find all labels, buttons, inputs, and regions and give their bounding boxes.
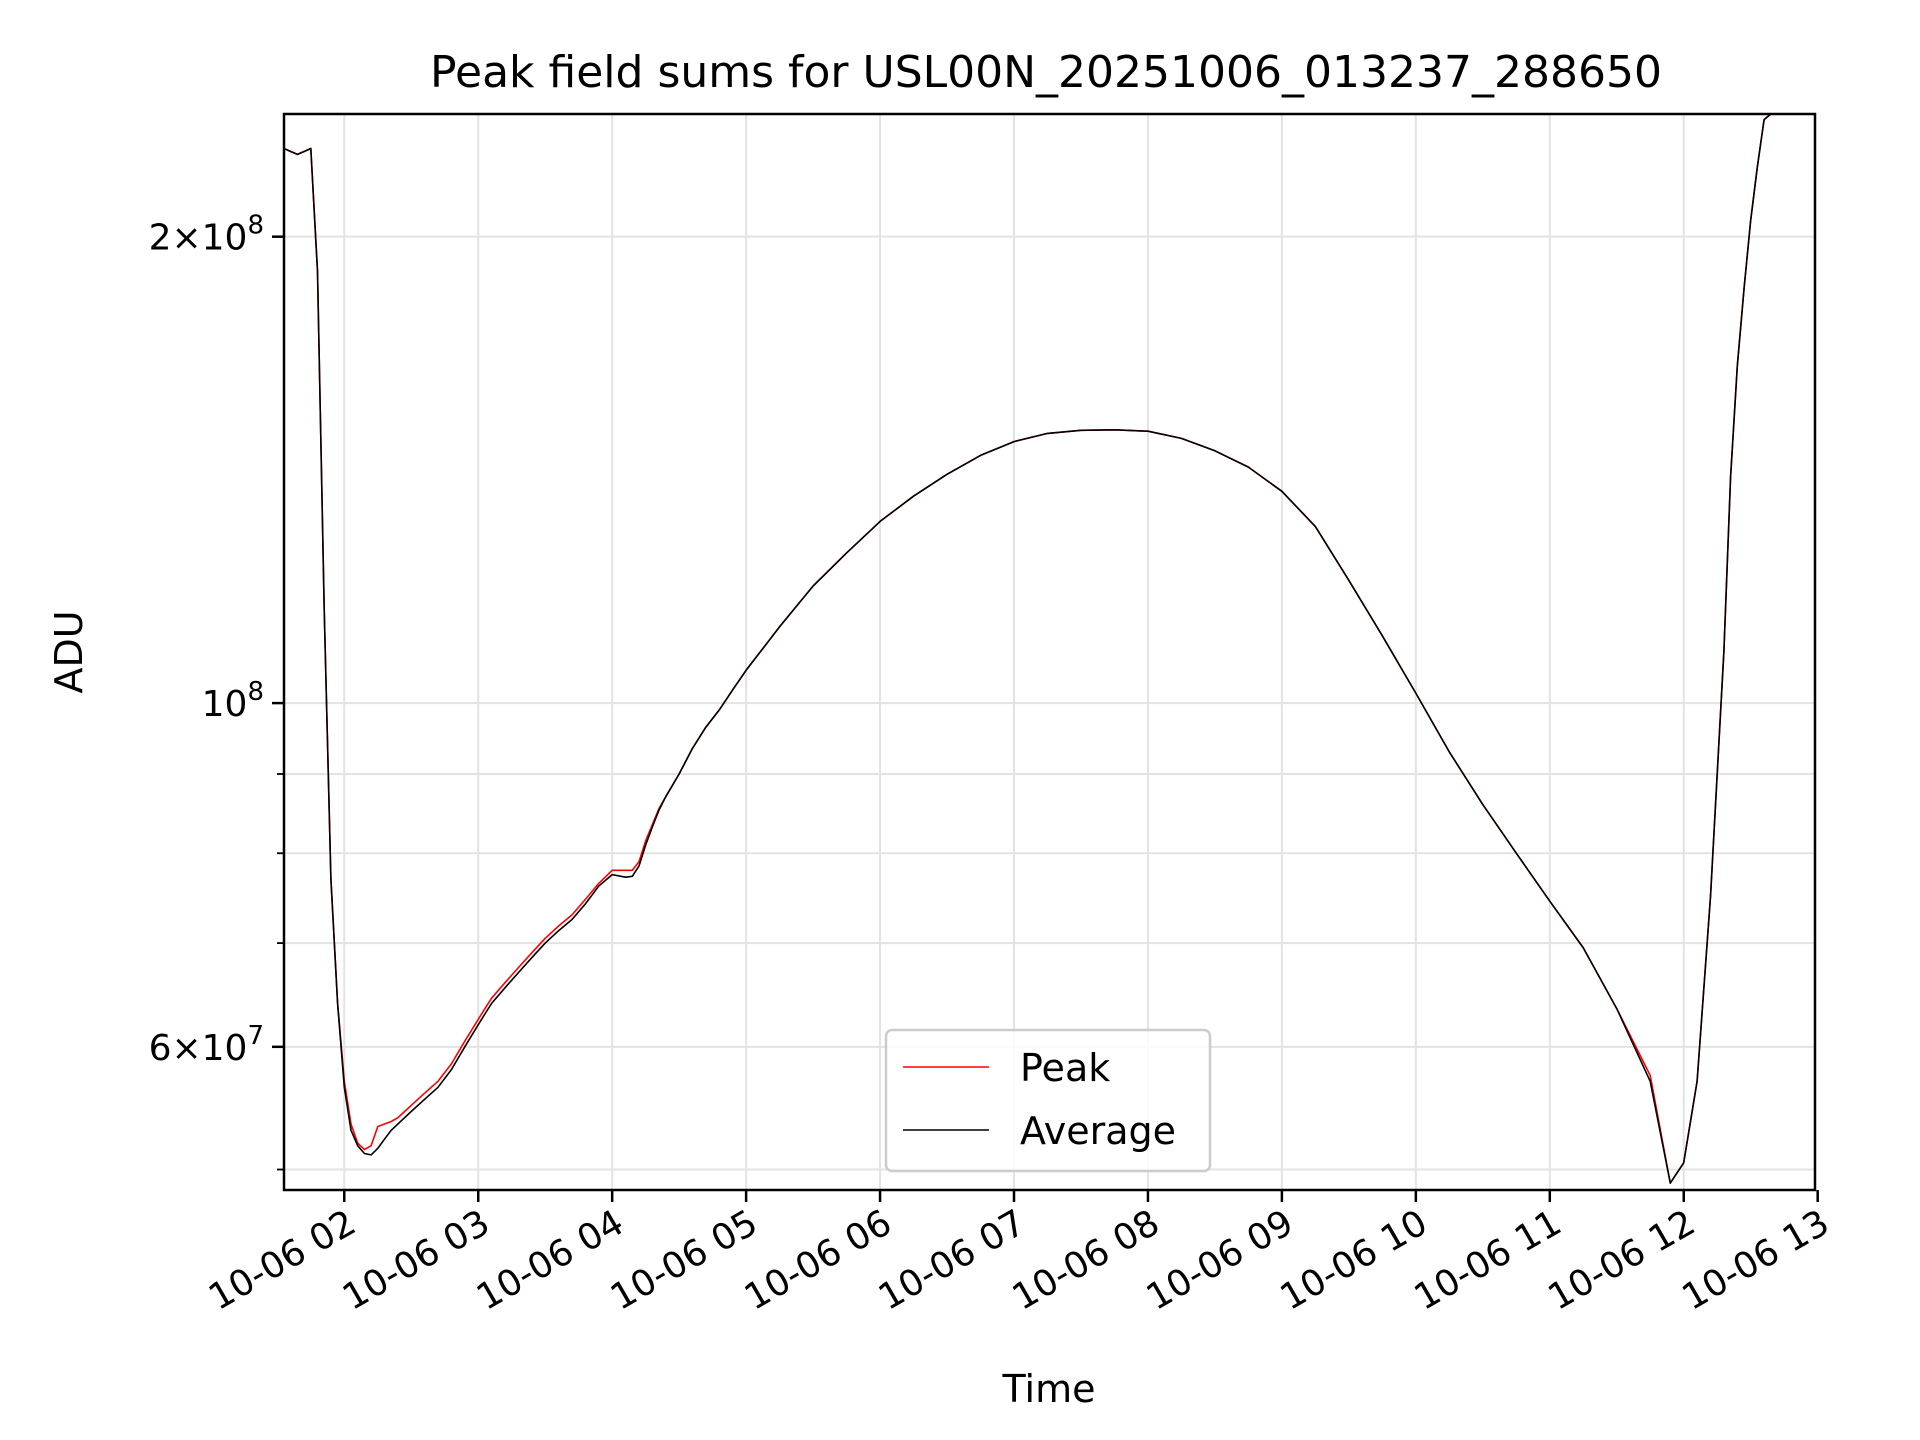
x-axis-label: Time	[1002, 1367, 1096, 1411]
y-tick-label: 2×108	[149, 211, 264, 259]
legend-average-label: Average	[1020, 1109, 1176, 1153]
y-axis: 2×108 108 6×107	[149, 211, 284, 1171]
y-tick-label: 108	[202, 677, 264, 725]
x-tick-label: 10-06 10	[1274, 1202, 1435, 1318]
x-tick-label: 10-06 13	[1676, 1202, 1837, 1318]
chart-title: Peak field sums for USL00N_20251006_0132…	[430, 47, 1662, 98]
x-tick-label: 10-06 09	[1140, 1202, 1301, 1318]
x-tick-label: 10-06 07	[872, 1202, 1033, 1318]
legend-peak-label: Peak	[1020, 1046, 1110, 1090]
x-tick-label: 10-06 12	[1542, 1202, 1703, 1318]
series-layer	[284, 114, 1805, 1184]
y-tick-label: 6×107	[149, 1021, 264, 1069]
y-axis-label: ADU	[47, 610, 91, 693]
x-tick-label: 10-06 06	[738, 1202, 899, 1318]
series-line-average	[284, 114, 1805, 1184]
legend: Peak Average	[884, 1028, 1212, 1173]
legend-box	[884, 1028, 1212, 1173]
plot-frame	[282, 112, 1817, 1192]
x-tick-label: 10-06 11	[1408, 1202, 1569, 1318]
x-tick-label: 10-06 03	[336, 1202, 497, 1318]
x-tick-label: 10-06 04	[470, 1202, 631, 1318]
x-tick-label: 10-06 05	[604, 1202, 765, 1318]
x-tick-label: 10-06 08	[1006, 1202, 1167, 1318]
x-tick-label: 10-06 02	[202, 1202, 363, 1318]
grid-lines	[284, 114, 1815, 1190]
series-line-peak	[284, 114, 1805, 1184]
